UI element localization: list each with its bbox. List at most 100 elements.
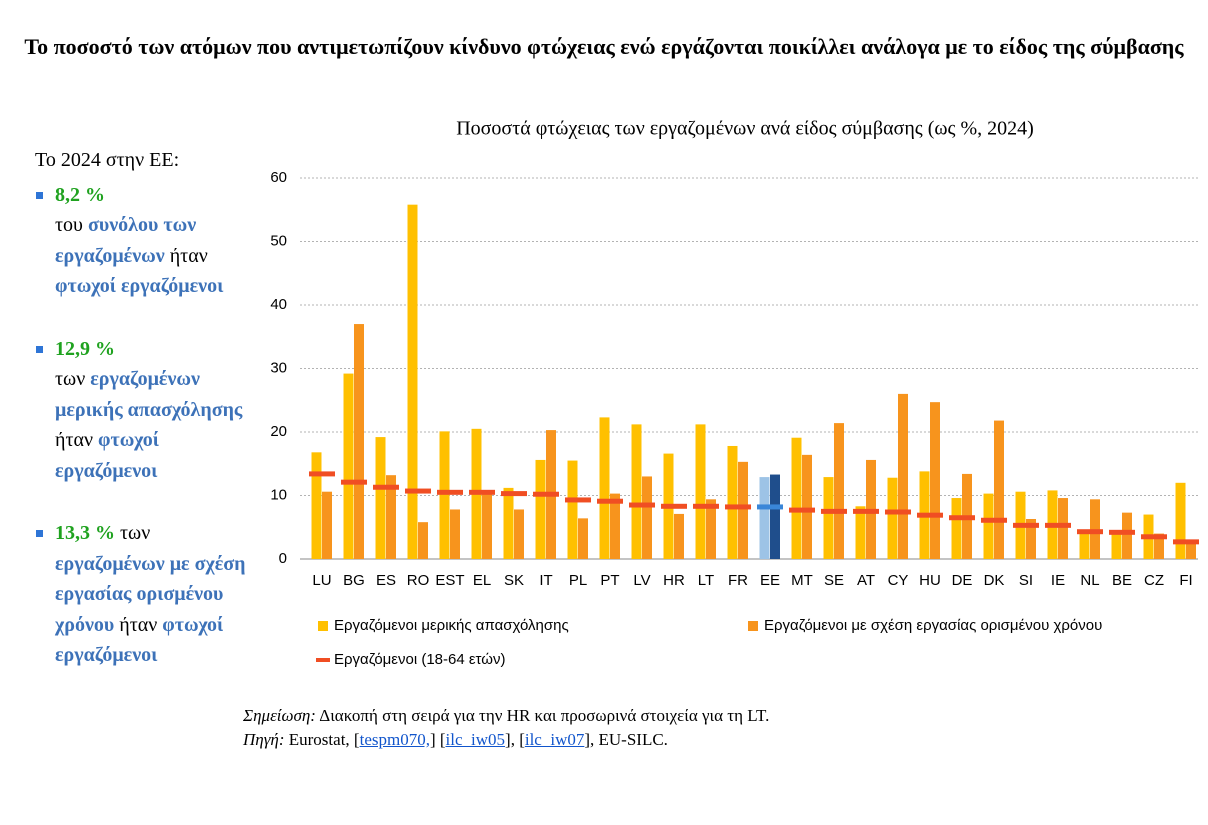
fact: 12,9 % των εργαζομένων μερικής απασχόληση… — [35, 334, 255, 487]
fact-text: ήταν — [114, 613, 163, 636]
x-tick-label: HR — [663, 572, 685, 589]
page-title: Το ποσοστό των ατόμων που αντιμετωπίζουν… — [24, 34, 1184, 59]
x-tick-label: LT — [698, 572, 714, 589]
bar — [642, 476, 652, 559]
dash-marker — [437, 489, 463, 495]
dash-marker — [373, 484, 399, 490]
bar — [578, 518, 588, 559]
sidebar: Το 2024 στην ΕΕ: 8,2 % του συνόλου των ερ… — [35, 145, 255, 703]
source-link[interactable]: ilc_iw07 — [524, 730, 585, 749]
bar — [770, 474, 780, 559]
dash-marker — [405, 488, 431, 494]
source: Πηγή: Eurostat, [tespm070,] [ilc_iw05], … — [243, 728, 769, 752]
dash-marker — [1173, 539, 1199, 545]
bar — [1175, 482, 1186, 559]
x-tick-label: SE — [824, 572, 844, 589]
x-tick-label: AT — [857, 572, 875, 589]
fact-text: φτωχοί εργαζόμενοι — [55, 613, 224, 667]
dash-marker — [949, 515, 975, 521]
bar — [930, 402, 940, 559]
source-text: ], EU-SILC. — [584, 730, 668, 749]
legend-swatch — [748, 621, 758, 631]
bar — [386, 475, 396, 559]
x-tick-label: NL — [1080, 572, 1099, 589]
x-tick-label: BG — [343, 572, 365, 589]
fact-text: εργαζομένων με σχέση εργασίας ορισμένου … — [55, 552, 246, 636]
bar — [407, 204, 418, 560]
chart-title: Ποσοστά φτώχειας των εργαζομένων ανά είδ… — [456, 118, 1034, 140]
dash-marker — [917, 512, 943, 518]
fact: 8,2 % του συνόλου των εργαζομένων ήταν φτ… — [35, 180, 255, 302]
legend-label: Εργαζόμενοι με σχέση εργασίας ορισμένου … — [764, 617, 1102, 634]
dash-marker — [725, 504, 751, 510]
dash-marker — [565, 497, 591, 503]
y-tick-label: 40 — [270, 296, 287, 313]
bar — [439, 431, 450, 559]
source-link[interactable]: tespm070, — [359, 730, 430, 749]
bar — [631, 424, 642, 559]
x-tick-label: SI — [1019, 572, 1033, 589]
x-tick-label: LV — [633, 572, 650, 589]
x-tick-label: LU — [312, 572, 331, 589]
bar — [1026, 518, 1036, 559]
bar — [482, 492, 492, 559]
bar — [375, 437, 386, 559]
dash-marker — [757, 504, 783, 510]
bar — [791, 437, 802, 559]
dash-marker — [885, 509, 911, 515]
bar — [322, 491, 332, 559]
bar — [898, 393, 908, 559]
bar — [1090, 499, 1100, 559]
y-tick-label: 30 — [270, 359, 287, 376]
x-tick-label: CZ — [1144, 572, 1164, 589]
x-tick-label: MT — [791, 572, 813, 589]
source-text: ] [ — [429, 730, 446, 749]
bar — [1058, 498, 1068, 559]
bar — [503, 487, 514, 559]
fact-text: συνόλου των εργαζομένων — [55, 214, 197, 267]
bar — [855, 506, 866, 559]
bar — [887, 477, 898, 559]
fact-figure: 8,2 % — [55, 183, 105, 206]
note-label: Σημείωση: — [243, 706, 316, 725]
source-link[interactable]: ilc_iw05 — [445, 730, 506, 749]
bar — [802, 454, 812, 559]
legend-swatch — [316, 658, 330, 662]
dash-marker — [981, 517, 1007, 523]
bar — [951, 498, 962, 559]
source-text: Eurostat, [ — [284, 730, 360, 749]
bar — [311, 452, 322, 559]
bar — [354, 324, 364, 559]
x-tick-label: FR — [728, 572, 748, 589]
y-tick-label: 0 — [279, 550, 287, 567]
source-text: ], [ — [505, 730, 525, 749]
x-tick-label: SK — [504, 572, 524, 589]
bar — [567, 460, 578, 559]
bar — [1122, 512, 1132, 559]
x-tick-label: PL — [569, 572, 587, 589]
bar — [610, 493, 620, 559]
x-tick-label: PT — [600, 572, 619, 589]
bar — [418, 522, 428, 559]
bar — [1111, 530, 1122, 559]
bar — [450, 509, 460, 559]
dash-marker — [1109, 529, 1135, 535]
legend-swatch — [318, 621, 328, 631]
fact-text: φτωχοί εργαζόμενοι — [55, 275, 224, 297]
x-tick-label: IE — [1051, 572, 1065, 589]
y-tick-label: 60 — [270, 169, 287, 186]
bar — [674, 513, 684, 559]
fact-text: ήταν — [55, 429, 99, 451]
bar — [1079, 531, 1090, 559]
fact-figure: 13,3 % — [55, 522, 115, 544]
x-tick-label: RO — [407, 572, 430, 589]
dash-marker — [341, 479, 367, 485]
note-text: Διακοπή στη σειρά για την HR και προσωρι… — [315, 706, 770, 725]
bar — [706, 499, 716, 559]
bar — [599, 417, 610, 559]
fact-text: ήταν — [164, 244, 208, 267]
x-tick-label: DE — [952, 572, 973, 589]
dash-marker — [597, 498, 623, 504]
bar — [343, 373, 354, 559]
